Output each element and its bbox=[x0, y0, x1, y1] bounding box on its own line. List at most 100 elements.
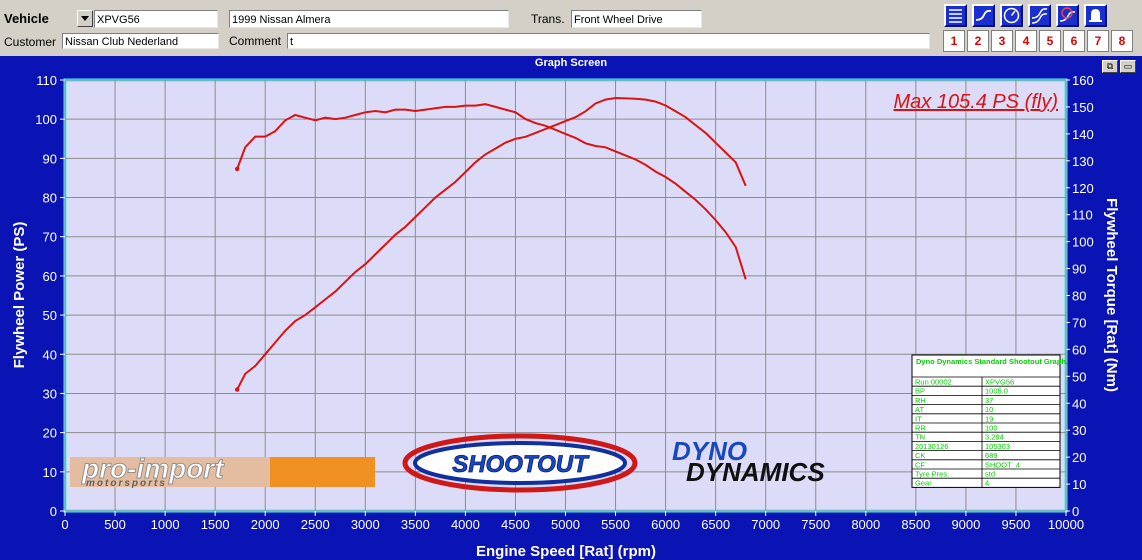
curve-start-point bbox=[234, 387, 240, 392]
y2-tick-label: 60 bbox=[1072, 342, 1086, 357]
preset-button-7[interactable]: 7 bbox=[1087, 30, 1109, 52]
y2-tick-label: 100 bbox=[1072, 235, 1094, 250]
bell-icon bbox=[1089, 9, 1102, 22]
menu-lines-icon bbox=[949, 9, 962, 23]
info-table-key: AT bbox=[915, 405, 924, 414]
customer-label: Customer bbox=[4, 35, 57, 49]
y-tick-label: 90 bbox=[43, 151, 57, 166]
x-tick-label: 6500 bbox=[701, 517, 730, 532]
x-tick-label: 1500 bbox=[201, 517, 230, 532]
y2-axis-label: Flywheel Torque [Rat] (Nm) bbox=[1103, 198, 1120, 392]
maximize-window-button[interactable]: ▭ bbox=[1120, 60, 1136, 73]
trans-field[interactable]: Front Wheel Drive bbox=[571, 10, 702, 28]
y-tick-label: 0 bbox=[50, 504, 57, 519]
info-table-value: 105303 bbox=[985, 442, 1010, 451]
brand-logos: pro-import motorsports SHOOTOUT DYNO DYN… bbox=[70, 433, 825, 493]
info-table-value: 4 bbox=[985, 479, 989, 488]
info-table-value: 3,284 bbox=[985, 433, 1004, 442]
vehicle-label: Vehicle bbox=[4, 11, 49, 26]
x-tick-label: 5000 bbox=[551, 517, 580, 532]
double-curve-button[interactable] bbox=[1028, 4, 1051, 27]
dyno-dynamics-logo: DYNO DYNAMICS bbox=[672, 436, 825, 487]
preset-button-4[interactable]: 4 bbox=[1015, 30, 1037, 52]
restore-window-button[interactable]: ⧉ bbox=[1102, 60, 1118, 73]
info-table-key: RR bbox=[915, 424, 926, 433]
proimport-subtext: motorsports bbox=[86, 478, 167, 489]
x-tick-label: 8000 bbox=[851, 517, 880, 532]
preset-button-2[interactable]: 2 bbox=[967, 30, 989, 52]
torque-curve bbox=[236, 103, 747, 280]
info-table-key: Tyre Pres. bbox=[915, 470, 949, 479]
proimport-logo: pro-import motorsports bbox=[70, 453, 375, 489]
window-buttons: ⧉ ▭ bbox=[1100, 56, 1136, 74]
max-power-annotation: Max 105.4 PS (fly) bbox=[893, 91, 1058, 113]
info-table-key: BP bbox=[915, 387, 925, 396]
power-curve bbox=[236, 96, 747, 390]
trans-label: Trans. bbox=[531, 12, 565, 26]
stopwatch-curve-icon bbox=[1059, 7, 1076, 22]
preset-button-3[interactable]: 3 bbox=[991, 30, 1013, 52]
x-tick-label: 2000 bbox=[251, 517, 280, 532]
vehicle-description-field[interactable]: 1999 Nissan Almera bbox=[229, 10, 509, 28]
x-tick-label: 10000 bbox=[1048, 517, 1084, 532]
y2-tick-label: 30 bbox=[1072, 423, 1086, 438]
x-tick-label: 7000 bbox=[751, 517, 780, 532]
y2-tick-label: 160 bbox=[1072, 73, 1094, 88]
info-table-key: TN bbox=[915, 433, 925, 442]
y2-tick-label: 80 bbox=[1072, 289, 1086, 304]
y-tick-label: 20 bbox=[43, 426, 57, 441]
y-tick-label: 80 bbox=[43, 191, 57, 206]
info-table-title: Dyno Dynamics Standard Shootout Graph. bbox=[916, 357, 1068, 366]
x-tick-label: 4500 bbox=[501, 517, 530, 532]
y2-tick-label: 10 bbox=[1072, 477, 1086, 492]
comment-field[interactable]: t bbox=[287, 33, 930, 49]
x-axis-label: Engine Speed [Rat] (rpm) bbox=[476, 543, 656, 560]
shootout-logo: SHOOTOUT bbox=[402, 433, 638, 493]
x-tick-label: 8500 bbox=[901, 517, 930, 532]
curve-icon bbox=[975, 9, 992, 21]
y2-tick-label: 70 bbox=[1072, 315, 1086, 330]
x-tick-label: 0 bbox=[61, 517, 68, 532]
dyno-text: DYNO bbox=[672, 436, 747, 466]
gauge-icon bbox=[1003, 7, 1020, 24]
y2-tick-label: 40 bbox=[1072, 396, 1086, 411]
y2-tick-label: 140 bbox=[1072, 127, 1094, 142]
x-tick-label: 5500 bbox=[601, 517, 630, 532]
y2-tick-label: 120 bbox=[1072, 181, 1094, 196]
customer-field[interactable]: Nissan Club Nederland bbox=[62, 33, 219, 49]
info-table-key: 20130126 bbox=[915, 442, 948, 451]
info-table-value: std bbox=[985, 470, 995, 479]
comment-label: Comment bbox=[229, 34, 282, 48]
axes: 0 500 1000 1500 2000 2500 3000 3500 4000 4500 5000… bbox=[35, 73, 1093, 532]
preset-button-1[interactable]: 1 bbox=[943, 30, 965, 52]
preset-button-6[interactable]: 6 bbox=[1063, 30, 1085, 52]
bell-button[interactable] bbox=[1084, 4, 1107, 27]
info-table-key: Run 00002 bbox=[915, 378, 952, 387]
gauge-button[interactable] bbox=[1000, 4, 1023, 27]
toolbar: 1 2 3 4 5 6 7 8 bbox=[940, 2, 1140, 54]
y2-tick-label: 110 bbox=[1072, 208, 1093, 223]
dynamics-text: DYNAMICS bbox=[686, 457, 825, 487]
preset-button-8[interactable]: 8 bbox=[1111, 30, 1133, 52]
x-tick-label: 6000 bbox=[651, 517, 680, 532]
vehicle-dropdown-button[interactable] bbox=[77, 10, 93, 27]
info-table-key: Gear bbox=[915, 479, 932, 488]
stopwatch-curve-button[interactable] bbox=[1056, 4, 1079, 27]
x-tick-label: 2500 bbox=[301, 517, 330, 532]
double-curve-icon bbox=[1031, 8, 1048, 24]
info-table-key: IT bbox=[915, 414, 922, 423]
info-table-key: CK bbox=[915, 451, 925, 460]
vehicle-field[interactable]: XPVG56 bbox=[94, 10, 218, 28]
curve-button[interactable] bbox=[972, 4, 995, 27]
y-tick-label: 60 bbox=[43, 269, 57, 284]
preset-button-5[interactable]: 5 bbox=[1039, 30, 1061, 52]
graph-window-title: Graph Screen bbox=[0, 56, 1142, 70]
info-table-value: 37 bbox=[985, 396, 993, 405]
y-tick-label: 50 bbox=[43, 308, 57, 323]
x-tick-label: 7500 bbox=[801, 517, 830, 532]
info-table-value: 1005.0 bbox=[985, 387, 1008, 396]
y-axis-label: Flywheel Power (PS) bbox=[11, 222, 28, 369]
curve-start-point bbox=[234, 166, 240, 172]
menu-lines-button[interactable] bbox=[944, 4, 967, 27]
dyno-chart: pro-import motorsports SHOOTOUT DYNO DYN… bbox=[11, 73, 1120, 560]
